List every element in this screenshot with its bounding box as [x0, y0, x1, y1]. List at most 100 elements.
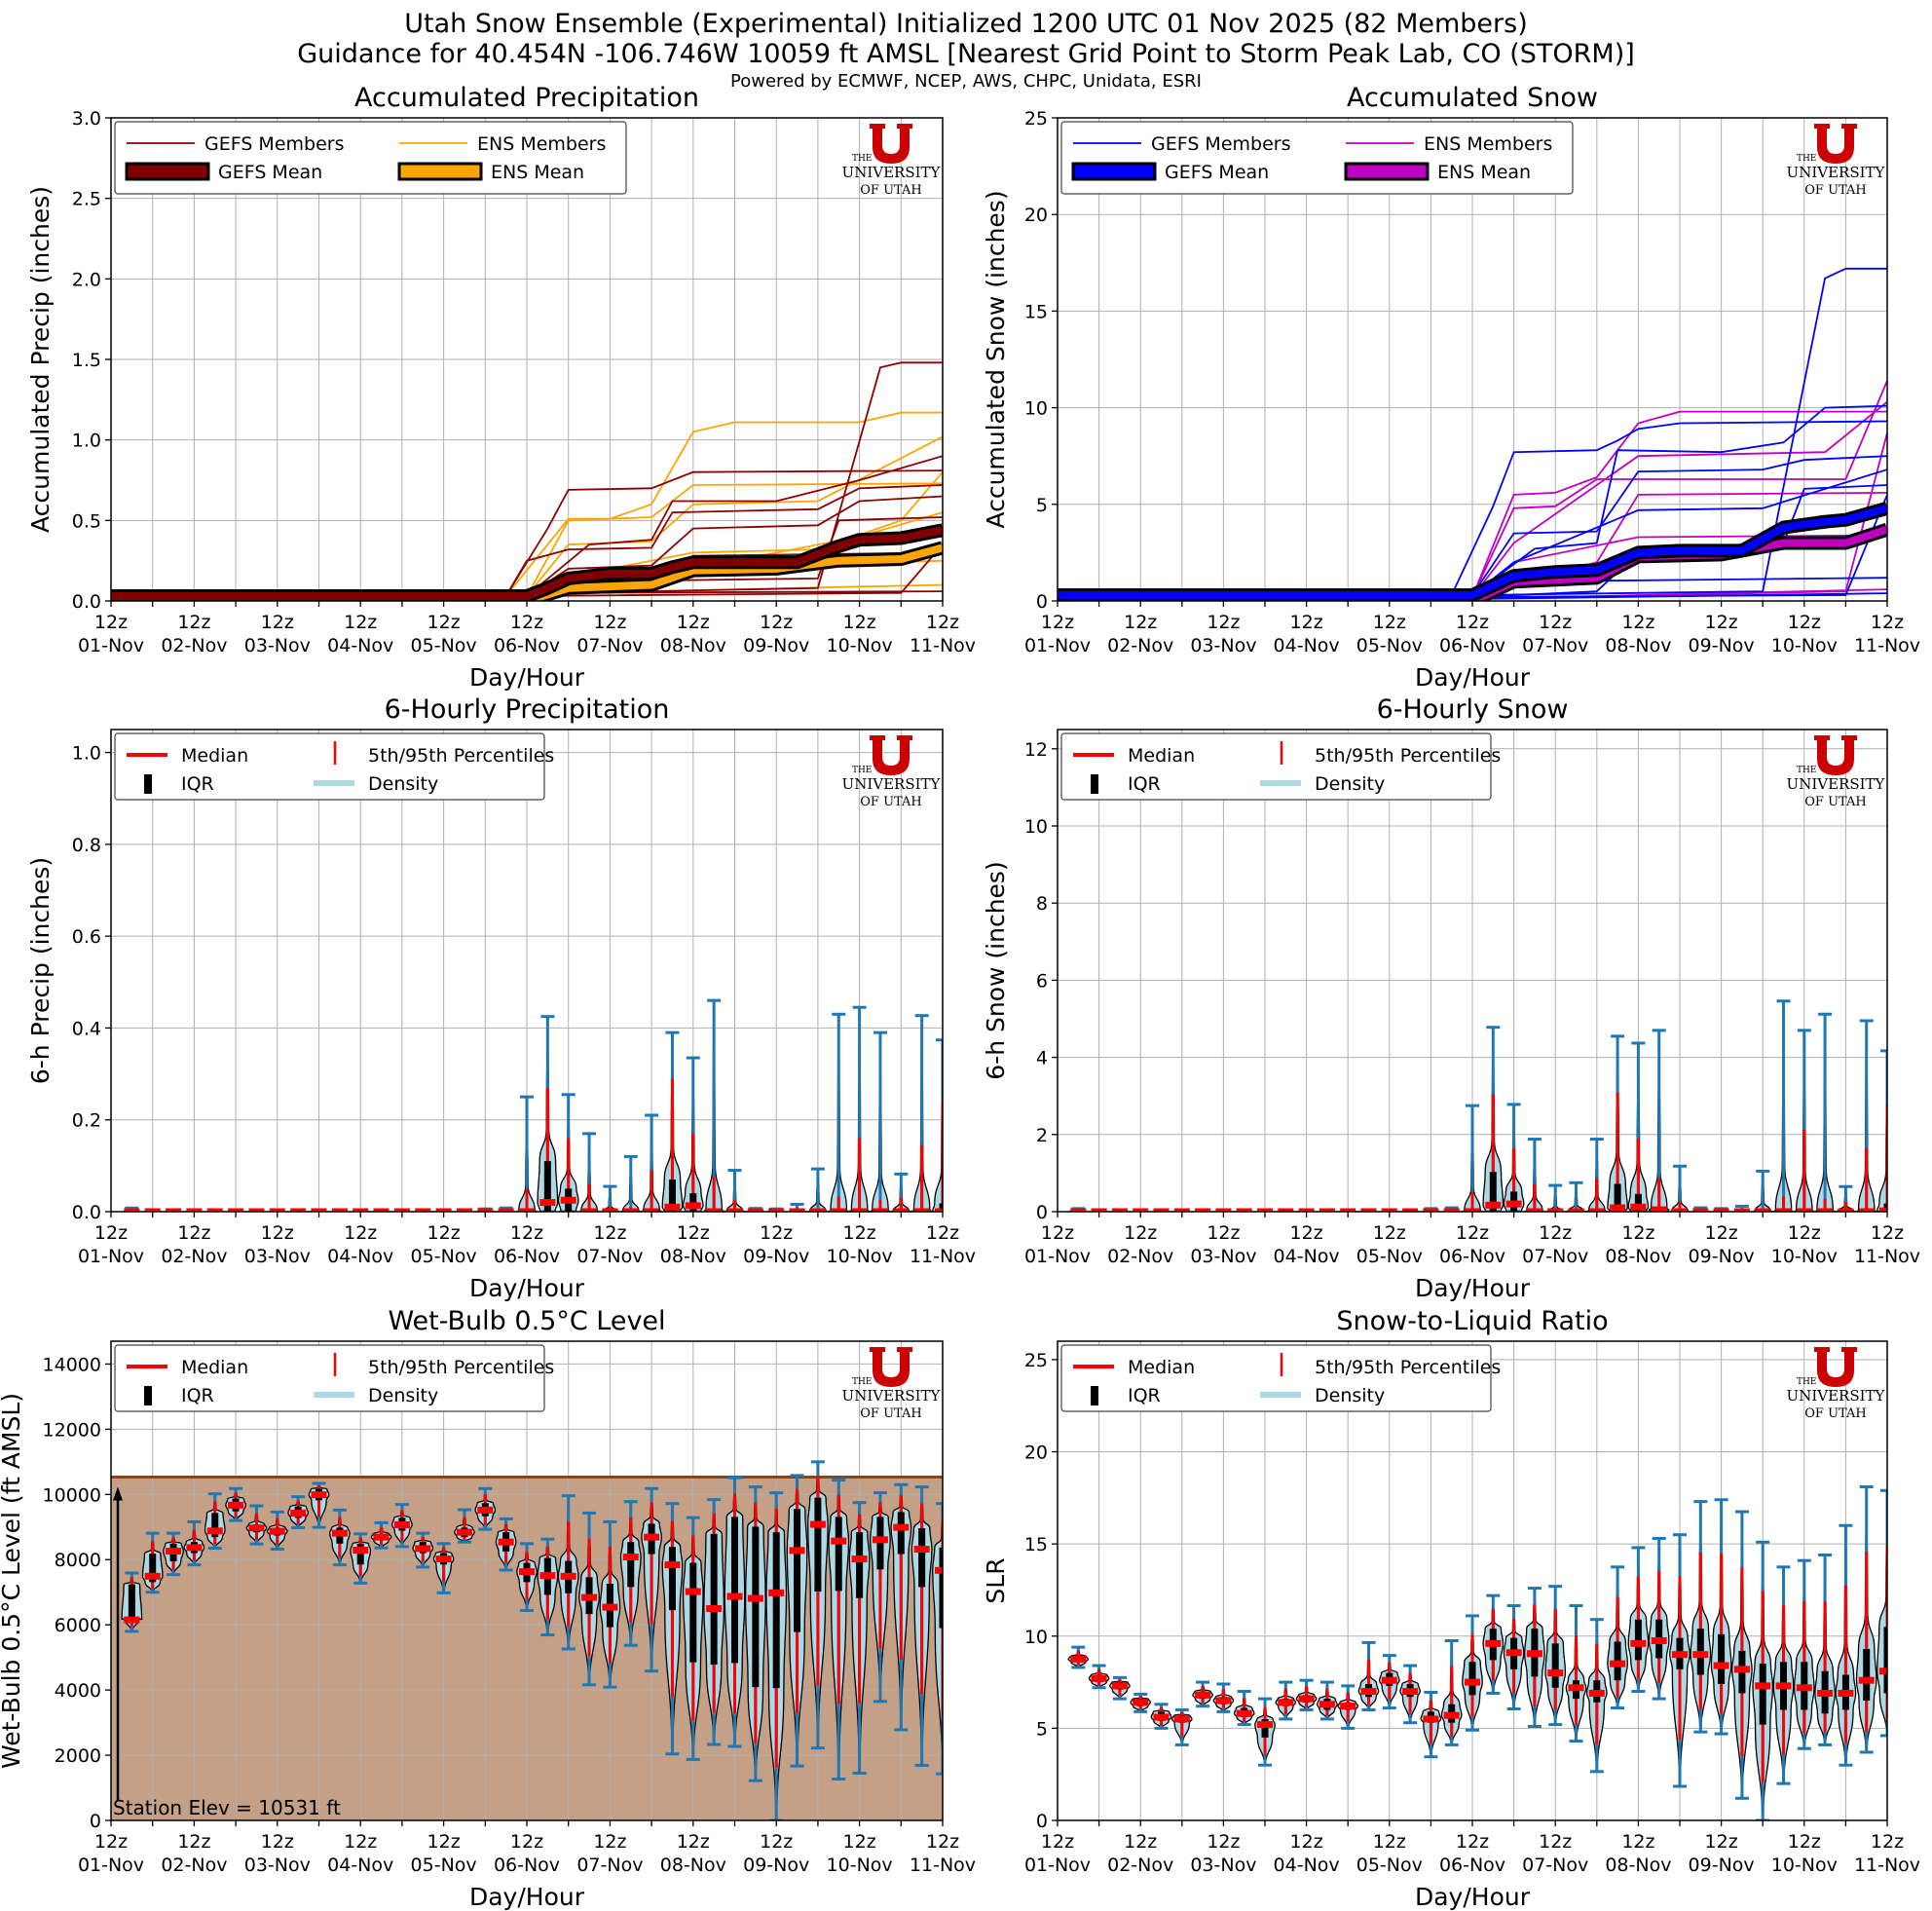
- violin: [848, 1005, 871, 1212]
- violin: [1752, 1169, 1774, 1212]
- violin: [1503, 1604, 1525, 1711]
- x-tick-hour-label: 12z: [1207, 612, 1240, 633]
- x-tick-hour-label: 12z: [1041, 1222, 1074, 1244]
- violin-median-marker: [1195, 1208, 1211, 1212]
- violin: [1607, 1565, 1628, 1710]
- panel-6-hourly-precipitation: 6-Hourly Precipitation 0.0 0.2 0.4 0.6 0.8 1.0…: [26, 694, 976, 1302]
- x-tick-hour-label: 12z: [1539, 1831, 1572, 1853]
- violin-iqr-bar: [731, 1517, 738, 1664]
- x-tick-hour-label: 12z: [177, 1831, 210, 1853]
- y-axis-label: 6-h Snow (inches): [982, 861, 1010, 1079]
- violin: [454, 1508, 475, 1544]
- x-tick-hour-label: 12z: [1456, 612, 1489, 633]
- violin-median-marker: [1505, 1649, 1522, 1657]
- panel-snow-to-liquid-ratio: Snow-to-Liquid Ratio051015202512z01-Nov1…: [982, 1306, 1920, 1911]
- legend: Median 5th/95th Percentiles IQR Density: [114, 732, 554, 801]
- violin-median-marker: [913, 1546, 930, 1554]
- x-tick-hour-label: 12z: [344, 1831, 377, 1853]
- y-tick-label: 1.5: [72, 350, 101, 371]
- violin: [1835, 1184, 1857, 1212]
- violin-median-marker: [1153, 1208, 1170, 1212]
- violin-median-marker: [622, 1554, 639, 1561]
- violin-median-marker: [560, 1196, 576, 1204]
- x-tick-date-label: 01-Nov: [78, 635, 144, 656]
- x-tick-date-label: 07-Nov: [1522, 1855, 1588, 1876]
- violin: [1192, 1680, 1213, 1708]
- violin-median-marker: [644, 1533, 660, 1541]
- plot-area: [1068, 999, 1887, 1212]
- violin-median-marker: [581, 1208, 598, 1212]
- x-axis-label: Day/Hour: [469, 1883, 585, 1911]
- violin-median-marker: [1858, 1676, 1875, 1684]
- x-tick-hour-label: 12z: [1621, 1831, 1654, 1853]
- legend-iqr-label: IQR: [1128, 773, 1161, 795]
- violin: [1503, 1103, 1525, 1212]
- x-tick-hour-label: 12z: [1705, 612, 1738, 633]
- legend-iqr-label: IQR: [181, 1385, 214, 1406]
- legend-frame: [114, 121, 627, 195]
- x-tick-date-label: 04-Nov: [327, 1855, 393, 1876]
- x-tick-hour-label: 12z: [593, 1222, 626, 1244]
- violin: [1669, 1533, 1690, 1788]
- x-tick-hour-label: 12z: [1124, 1222, 1157, 1244]
- violin-median-marker: [1838, 1689, 1854, 1697]
- legend: Median 5th/95th Percentiles IQR Density: [1060, 732, 1501, 801]
- violin: [1648, 1029, 1670, 1212]
- violin-iqr-bar: [627, 1542, 635, 1588]
- violin: [807, 1460, 829, 1750]
- violin-iqr-bar: [1759, 1664, 1766, 1725]
- violin-median-marker: [1775, 1208, 1792, 1212]
- violin: [765, 1491, 788, 1820]
- x-tick-hour-label: 12z: [1705, 1222, 1738, 1244]
- violin-median-marker: [435, 1208, 452, 1212]
- legend: GEFS Members ENS Members GEFS Mean ENS Mean: [1060, 121, 1574, 195]
- y-tick-label: 1.0: [72, 431, 101, 452]
- violin-median-marker: [539, 1199, 556, 1207]
- x-tick-date-label: 11-Nov: [910, 1246, 976, 1267]
- member-line-gefs-members: [1058, 420, 1887, 596]
- violin: [370, 1520, 392, 1550]
- x-tick-date-label: 10-Nov: [1771, 1855, 1838, 1876]
- legend-frame: [114, 1344, 545, 1412]
- logo-text-the: THE: [1797, 1377, 1816, 1387]
- violin-median-marker: [1755, 1682, 1771, 1690]
- plot-area: [1067, 1484, 1887, 1820]
- x-tick-date-label: 09-Nov: [743, 1855, 809, 1876]
- violin-median-marker: [913, 1208, 930, 1212]
- violin-median-marker: [206, 1527, 223, 1535]
- x-tick-date-label: 05-Nov: [1356, 1855, 1423, 1876]
- legend-ens-members-label: ENS Members: [1424, 133, 1552, 155]
- violin-median-marker: [477, 1506, 494, 1514]
- violin: [1254, 1697, 1276, 1767]
- x-tick-hour-label: 12z: [1290, 612, 1323, 633]
- logo-text-the: THE: [1797, 154, 1816, 164]
- violin: [328, 1508, 351, 1567]
- x-tick-hour-label: 12z: [1290, 1222, 1323, 1244]
- legend-density-label: Density: [368, 773, 438, 795]
- violin-median-marker: [373, 1533, 390, 1541]
- violin-iqr-bar: [128, 1584, 135, 1619]
- violin: [724, 1476, 746, 1748]
- x-tick-date-label: 08-Nov: [660, 1855, 726, 1876]
- x-tick-hour-label: 12z: [677, 612, 710, 633]
- violin-median-marker: [1278, 1208, 1294, 1212]
- violin-median-marker: [539, 1572, 556, 1580]
- x-tick-hour-label: 12z: [510, 1222, 543, 1244]
- logo-text-of-utah: OF UTAH: [1804, 1406, 1866, 1421]
- violin-median-marker: [1091, 1208, 1107, 1212]
- violin: [183, 1519, 205, 1567]
- violin: [578, 1511, 600, 1687]
- x-tick-date-label: 02-Nov: [1107, 1855, 1173, 1876]
- violin-median-marker: [1360, 1688, 1377, 1696]
- violin: [661, 1502, 684, 1756]
- violin-median-marker: [124, 1208, 140, 1212]
- violin-median-marker: [1443, 1208, 1460, 1212]
- x-tick-hour-label: 12z: [926, 1222, 959, 1244]
- violin: [661, 1030, 684, 1212]
- x-tick-date-label: 06-Nov: [494, 635, 560, 656]
- violin: [1876, 1049, 1887, 1212]
- violin-median-marker: [747, 1594, 763, 1602]
- x-tick-date-label: 08-Nov: [1605, 635, 1671, 656]
- violin: [703, 998, 725, 1212]
